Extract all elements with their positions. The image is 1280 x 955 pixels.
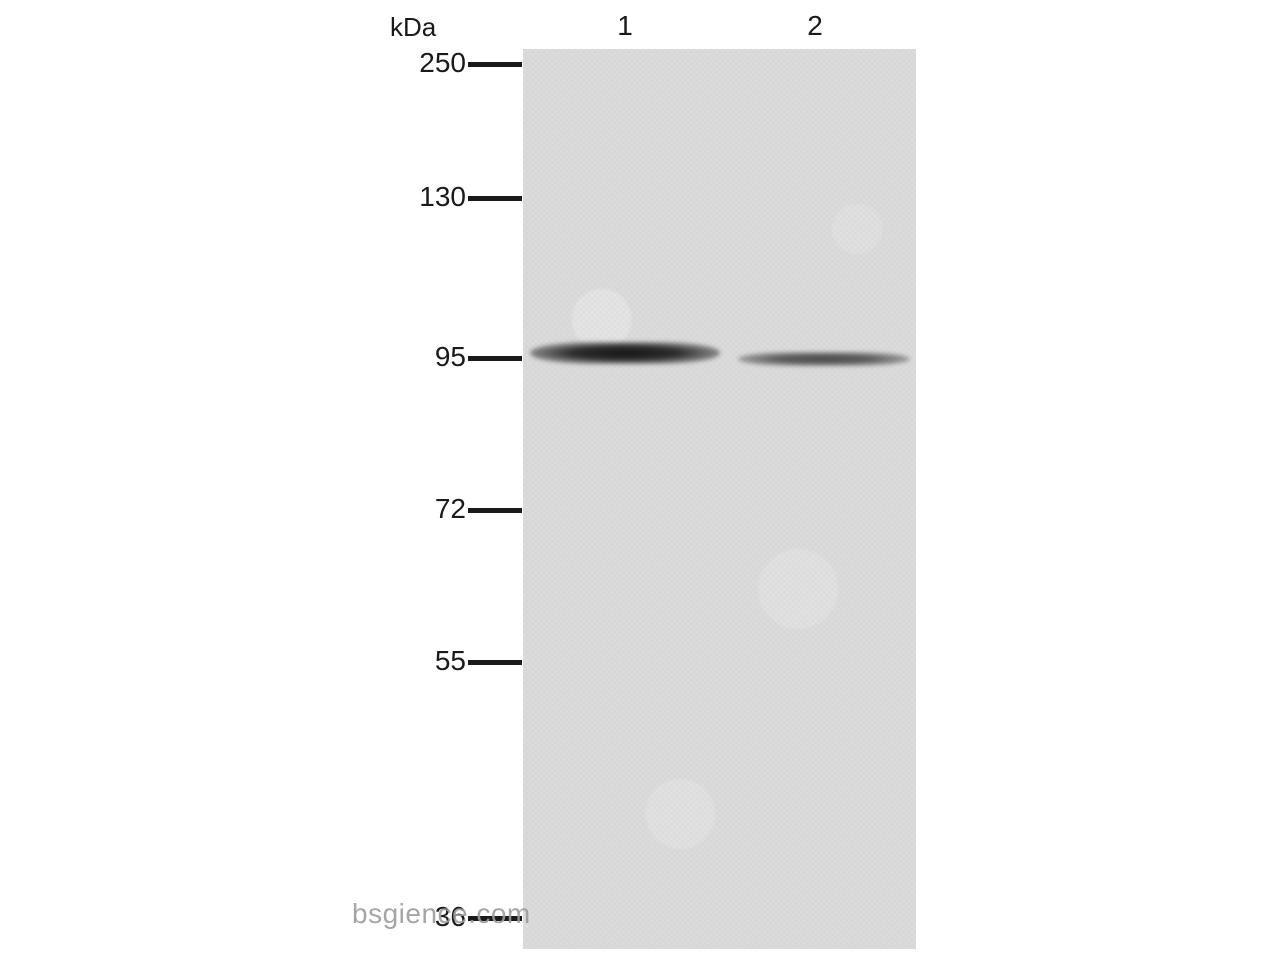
blot-membrane: [523, 49, 916, 949]
marker-value-95: 95: [435, 341, 466, 373]
marker-value-130: 130: [419, 181, 466, 213]
marker-tick-72: [468, 508, 522, 513]
marker-value-55: 55: [435, 645, 466, 677]
watermark-text: bsgience.com: [352, 898, 531, 930]
marker-value-250: 250: [419, 47, 466, 79]
figure-canvas: kDa 1 2 250 130 95 72 55 36 bsgience.com: [0, 0, 1280, 955]
lane-label-2: 2: [795, 10, 835, 42]
marker-tick-55: [468, 660, 522, 665]
marker-value-72: 72: [435, 493, 466, 525]
marker-tick-95: [468, 356, 522, 361]
blot-noise: [523, 49, 916, 949]
kda-axis-label: kDa: [390, 12, 436, 43]
lane-label-1: 1: [605, 10, 645, 42]
marker-tick-130: [468, 196, 522, 201]
marker-tick-250: [468, 62, 522, 67]
band-lane1: [530, 342, 720, 364]
band-lane2: [738, 352, 910, 366]
